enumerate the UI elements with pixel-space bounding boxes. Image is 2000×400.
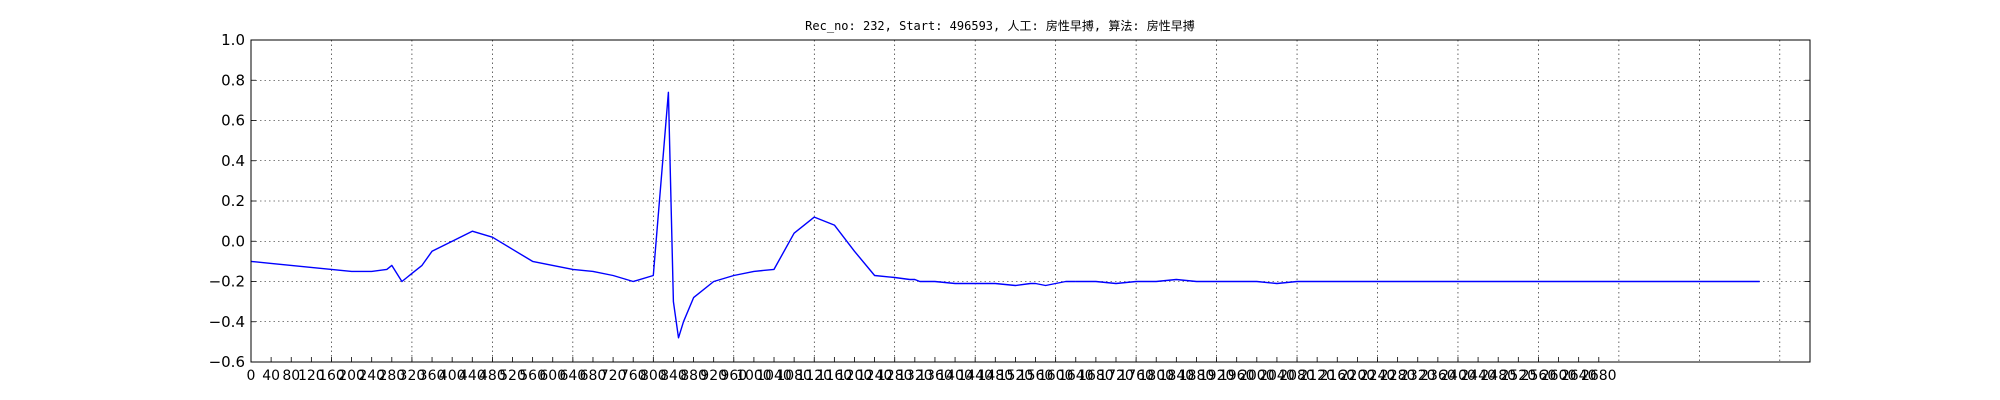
x-tick-label: 1640 <box>1058 368 1094 384</box>
x-tick-label: 240 <box>358 368 385 384</box>
y-tick-label: 1.0 <box>221 31 245 49</box>
x-tick-label: 1920 <box>1199 368 1235 384</box>
x-tick-label: 2320 <box>1400 368 1436 384</box>
x-tick-label: 320 <box>399 368 426 384</box>
x-tick-label: 2160 <box>1319 368 1355 384</box>
ecg-series-0 <box>250 91 1076 339</box>
x-tick-label: 2640 <box>1561 368 1597 384</box>
x-tick-label: 2240 <box>1360 368 1396 384</box>
x-tick-label: 800 <box>640 368 667 384</box>
x-tick-label: 1760 <box>1118 368 1154 384</box>
x-tick-label: 1840 <box>1159 368 1195 384</box>
x-tick-label: 1680 <box>1078 368 1114 384</box>
x-tick-label: 640 <box>559 368 586 384</box>
x-tick-label: 760 <box>620 368 647 384</box>
x-tick-label: 1280 <box>877 368 913 384</box>
y-tick-label: −0.2 <box>209 273 245 291</box>
y-tick-label: −0.6 <box>209 353 245 371</box>
x-tick-label: 520 <box>499 368 526 384</box>
x-tick-label: 1720 <box>1098 368 1134 384</box>
y-tick-label: 0.8 <box>221 71 245 89</box>
x-tick-label: 1000 <box>736 368 772 384</box>
x-tick-label: 80 <box>282 368 300 384</box>
x-tick-label: 440 <box>459 368 486 384</box>
x-tick-label: 840 <box>660 368 687 384</box>
x-tick-label: 200 <box>338 368 365 384</box>
y-tick-label: −0.4 <box>209 313 245 331</box>
x-tick-label: 160 <box>318 368 345 384</box>
x-tick-label: 480 <box>479 368 506 384</box>
x-tick-label: 1800 <box>1138 368 1174 384</box>
x-tick-label: 1080 <box>776 368 812 384</box>
x-tick-label: 880 <box>680 368 707 384</box>
x-tick-label: 600 <box>539 368 566 384</box>
x-tick-label: 2480 <box>1480 368 1516 384</box>
x-tick-label: 920 <box>700 368 727 384</box>
x-tick-label: 120 <box>298 368 325 384</box>
x-tick-label: 2200 <box>1340 368 1376 384</box>
x-tick-label: 2440 <box>1460 368 1496 384</box>
x-tick-label: 1880 <box>1179 368 1215 384</box>
x-tick-label: 1120 <box>796 368 832 384</box>
y-tick-label: 0.6 <box>221 112 245 130</box>
x-tick-label: 40 <box>262 368 280 384</box>
x-tick-label: 1400 <box>937 368 973 384</box>
x-tick-label: 2040 <box>1259 368 1295 384</box>
y-tick-label: 0.2 <box>221 192 245 210</box>
x-tick-label: 0 <box>247 368 256 384</box>
x-tick-label: 960 <box>720 368 747 384</box>
y-tick-label: 0.4 <box>221 152 245 170</box>
x-tick-label: 1240 <box>857 368 893 384</box>
x-tick-label: 1360 <box>917 368 953 384</box>
x-tick-label: 1440 <box>957 368 993 384</box>
x-tick-label: 400 <box>439 368 466 384</box>
x-tick-label: 2600 <box>1541 368 1577 384</box>
x-tick-label: 2520 <box>1500 368 1536 384</box>
x-tick-label: 2680 <box>1581 368 1617 384</box>
series-layer <box>250 91 1760 339</box>
x-tick-label: 2080 <box>1279 368 1315 384</box>
x-tick-label: 1600 <box>1038 368 1074 384</box>
ecg-series-1 <box>1075 278 1760 285</box>
x-tick-label: 2000 <box>1239 368 1275 384</box>
tick-layer: 1.00.80.60.40.20.0−0.2−0.4−0.60 40 8012016… <box>209 31 1810 384</box>
x-tick-label: 680 <box>580 368 607 384</box>
x-tick-label: 1480 <box>977 368 1013 384</box>
x-tick-label: 2560 <box>1521 368 1557 384</box>
y-tick-label: 0.0 <box>221 232 245 250</box>
x-tick-label: 360 <box>419 368 446 384</box>
chart-title: Rec_no: 232, Start: 496593, 人工: 房性早搏, 算法… <box>805 18 1195 33</box>
x-tick-label: 1520 <box>998 368 1034 384</box>
plot-frame <box>250 39 1811 363</box>
x-tick-label: 1960 <box>1219 368 1255 384</box>
x-tick-label: 280 <box>378 368 405 384</box>
x-tick-label: 1320 <box>897 368 933 384</box>
x-tick-label: 2280 <box>1380 368 1416 384</box>
grid-layer <box>251 39 1810 363</box>
x-tick-label: 2400 <box>1440 368 1476 384</box>
x-tick-label: 1160 <box>817 368 853 384</box>
x-tick-label: 560 <box>519 368 546 384</box>
x-tick-label: 1040 <box>756 368 792 384</box>
x-tick-label: 2360 <box>1420 368 1456 384</box>
x-tick-label: 720 <box>600 368 627 384</box>
x-tick-label: 2120 <box>1299 368 1335 384</box>
x-tick-label: 1200 <box>837 368 873 384</box>
x-tick-label: 1560 <box>1018 368 1054 384</box>
